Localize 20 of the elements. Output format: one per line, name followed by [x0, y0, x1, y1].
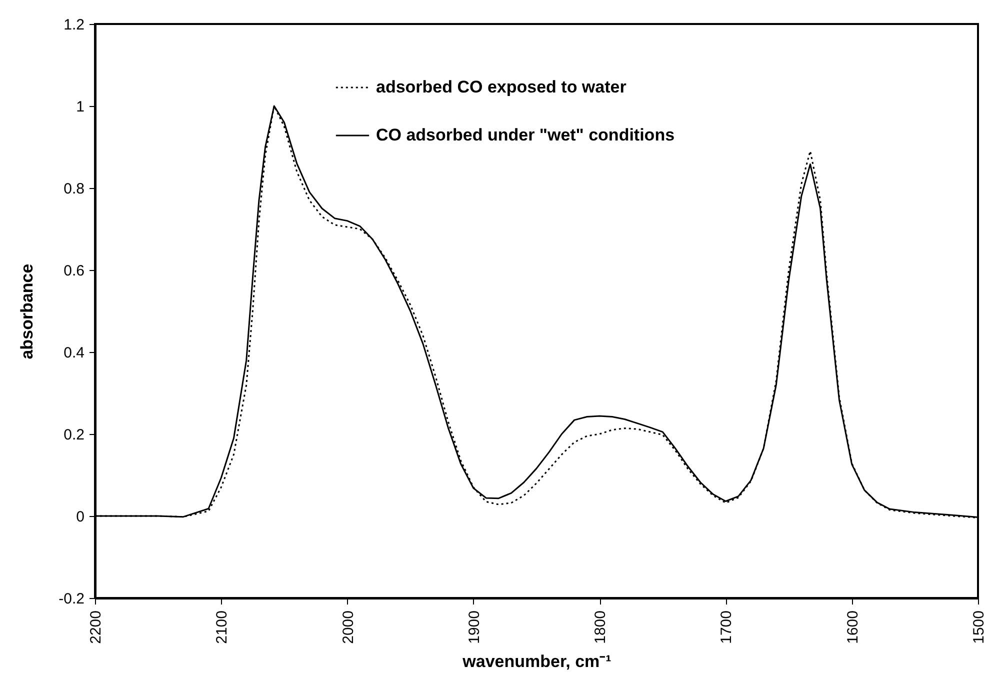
- x-tick-label: 1700: [718, 610, 736, 644]
- y-tick-label: 0.6: [64, 262, 84, 280]
- x-tick-label: 1500: [970, 610, 987, 644]
- y-tick-label: 0.2: [64, 426, 84, 444]
- legend-label: adsorbed CO exposed to water: [376, 78, 627, 96]
- x-tick-label: 1600: [844, 610, 862, 644]
- x-tick-label: 2200: [88, 610, 104, 644]
- y-tick-label: 0: [76, 508, 84, 526]
- y-tick-label: -0.2: [58, 590, 84, 608]
- legend-label: CO adsorbed under "wet" conditions: [376, 126, 675, 144]
- y-tick-label: 1: [76, 98, 84, 116]
- x-tick-label: 2000: [340, 610, 357, 644]
- y-axis-title: absorbance: [18, 264, 37, 360]
- x-axis-title: wavenumber, cm⁻¹: [462, 652, 612, 671]
- x-tick-label: 1800: [592, 610, 610, 644]
- x-tick-label: 2100: [214, 610, 231, 644]
- y-tick-label: 0.4: [64, 344, 84, 362]
- x-tick-label: 1900: [466, 610, 483, 644]
- y-tick-label: 1.2: [64, 16, 84, 34]
- y-tick-label: 0.8: [64, 180, 84, 198]
